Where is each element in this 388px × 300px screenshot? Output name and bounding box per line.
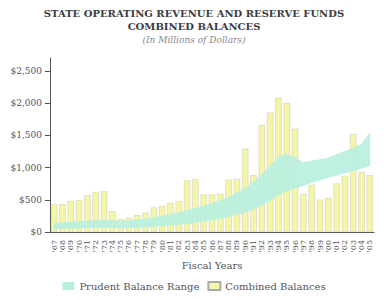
svg-text:'03: '03	[348, 240, 358, 253]
svg-text:'90: '90	[240, 240, 250, 253]
svg-text:'00: '00	[323, 240, 333, 253]
svg-text:COMBINED BALANCES: COMBINED BALANCES	[128, 21, 261, 32]
svg-text:'72: '72	[91, 240, 101, 253]
svg-text:'95: '95	[282, 240, 292, 253]
svg-text:Combined Balances: Combined Balances	[225, 281, 325, 292]
svg-text:'87: '87	[215, 240, 225, 253]
svg-text:'70: '70	[74, 240, 84, 253]
svg-text:$0: $0	[31, 227, 43, 237]
svg-text:Prudent Balance Range: Prudent Balance Range	[79, 281, 199, 292]
svg-text:$500: $500	[19, 195, 42, 205]
svg-text:STATE OPERATING REVENUE AND RE: STATE OPERATING REVENUE AND RESERVE FUND…	[44, 8, 344, 19]
svg-text:'81: '81	[166, 240, 175, 253]
svg-text:'97: '97	[298, 240, 308, 253]
svg-text:'99: '99	[315, 240, 325, 253]
svg-text:'83: '83	[182, 240, 192, 253]
svg-text:'05: '05	[365, 240, 374, 252]
svg-text:'94: '94	[274, 240, 283, 253]
svg-text:'74: '74	[107, 240, 117, 253]
svg-text:'98: '98	[307, 240, 317, 253]
svg-text:$1,000: $1,000	[11, 163, 43, 173]
svg-text:'91: '91	[249, 240, 258, 253]
svg-text:'96: '96	[290, 240, 300, 253]
svg-text:'88: '88	[224, 240, 234, 253]
svg-text:'93: '93	[265, 240, 275, 253]
svg-text:$1,500: $1,500	[11, 130, 43, 140]
svg-text:'82: '82	[174, 240, 184, 253]
svg-text:'67: '67	[49, 240, 59, 253]
svg-text:$2,500: $2,500	[11, 66, 43, 76]
svg-text:'77: '77	[132, 240, 142, 253]
svg-text:'86: '86	[207, 240, 217, 253]
svg-text:'68: '68	[58, 240, 67, 253]
svg-text:'84: '84	[190, 240, 200, 253]
svg-text:'89: '89	[232, 240, 242, 253]
svg-text:'80: '80	[157, 240, 167, 253]
svg-text:'85: '85	[199, 240, 209, 253]
svg-text:'04: '04	[357, 240, 366, 253]
svg-text:(In Millions of Dollars): (In Millions of Dollars)	[143, 35, 246, 45]
svg-text:'76: '76	[124, 240, 134, 253]
svg-text:$2,000: $2,000	[11, 98, 43, 108]
svg-text:'02: '02	[340, 240, 350, 253]
svg-text:'73: '73	[99, 240, 109, 253]
svg-text:'01: '01	[332, 240, 342, 253]
svg-text:'78: '78	[141, 240, 150, 253]
svg-text:'79: '79	[149, 240, 159, 253]
svg-text:'71: '71	[82, 240, 92, 253]
svg-text:'69: '69	[66, 240, 76, 253]
svg-text:Fiscal Years: Fiscal Years	[182, 260, 243, 271]
svg-text:'92: '92	[257, 240, 267, 253]
svg-text:'75: '75	[116, 240, 126, 253]
